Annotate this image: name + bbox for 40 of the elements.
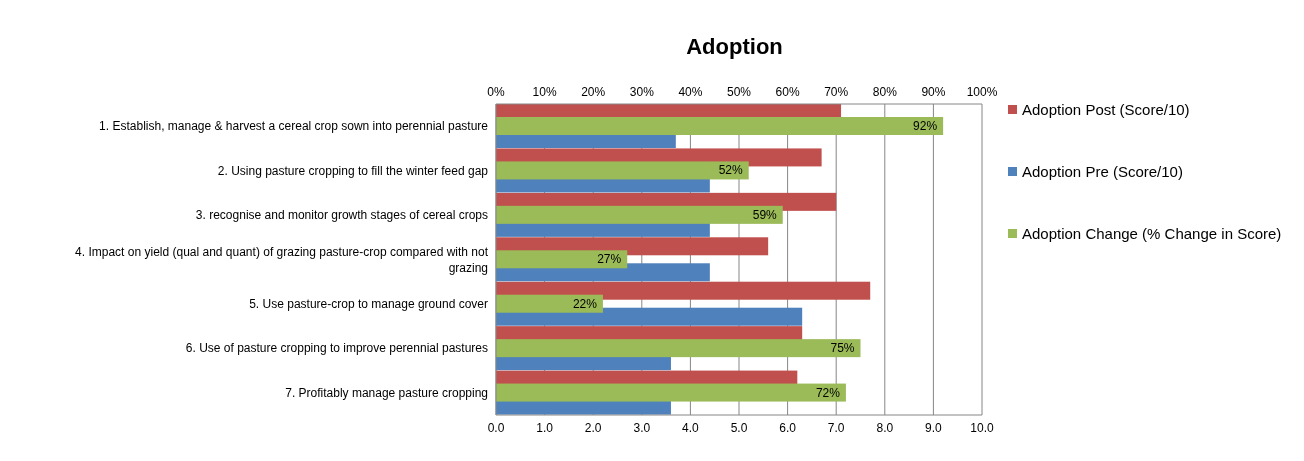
data-label: 75% xyxy=(830,341,855,356)
x2-tick-label: 30% xyxy=(629,85,655,99)
data-label: 59% xyxy=(752,207,778,222)
x2-tick-label: 100% xyxy=(966,85,998,99)
legend-label: Adoption Pre (Score/10) xyxy=(1022,162,1183,180)
y-tick-label: 4. Impact on yield (qual and quant) of grazing pasture-crop compared with not grazing xyxy=(75,244,489,275)
x2-tick-label: 40% xyxy=(678,85,703,99)
x2-tick-label: 80% xyxy=(872,85,898,99)
x-tick-label: 10.0 xyxy=(970,420,994,435)
x-tick-label: 7.0 xyxy=(827,420,845,435)
legend-label: Adoption Post (Score/10) xyxy=(1022,100,1190,118)
y-tick-label: 7. Profitably manage pasture cropping xyxy=(285,385,488,400)
x-tick-label: 2.0 xyxy=(584,420,602,435)
x2-tick-label: 20% xyxy=(581,85,606,99)
x2-tick-label: 50% xyxy=(726,85,752,99)
data-label: 27% xyxy=(597,252,622,267)
x2-tick-label: 60% xyxy=(775,85,800,99)
x-tick-label: 9.0 xyxy=(925,420,943,435)
data-label: 22% xyxy=(572,296,598,311)
x2-tick-label: 10% xyxy=(532,85,557,99)
x-tick-label: 3.0 xyxy=(633,420,651,435)
x2-tick-label: 90% xyxy=(921,85,946,99)
x2-tick-label: 0% xyxy=(487,85,505,99)
legend-label: Adoption Change (% Change in Score) xyxy=(1022,224,1282,242)
y-tick-label: 1. Establish, manage & harvest a cereal crop sown into perennial pasture xyxy=(99,119,489,134)
x-tick-label: 0.0 xyxy=(487,420,505,435)
chart-title: Adoption xyxy=(685,34,784,60)
data-label: 92% xyxy=(913,119,938,133)
y-tick-label: 3. recognise and monitor growth stages of cereal crops xyxy=(195,208,488,223)
x-tick-label: 8.0 xyxy=(876,420,894,435)
x-tick-label: 6.0 xyxy=(779,420,797,435)
y-tick-label: 6. Use of pasture cropping to improve perennial pastures xyxy=(185,341,488,356)
y-tick-label: 2. Using pasture cropping to fill the winter feed gap xyxy=(217,163,489,178)
y-tick-label: 5. Use pasture-crop to manage ground cover xyxy=(249,296,488,311)
x-tick-label: 1.0 xyxy=(536,420,554,435)
x2-tick-label: 70% xyxy=(824,85,849,99)
data-label: 72% xyxy=(815,385,841,400)
data-label: 52% xyxy=(718,163,744,178)
x-tick-label: 5.0 xyxy=(730,420,748,435)
x-tick-label: 4.0 xyxy=(682,420,700,435)
